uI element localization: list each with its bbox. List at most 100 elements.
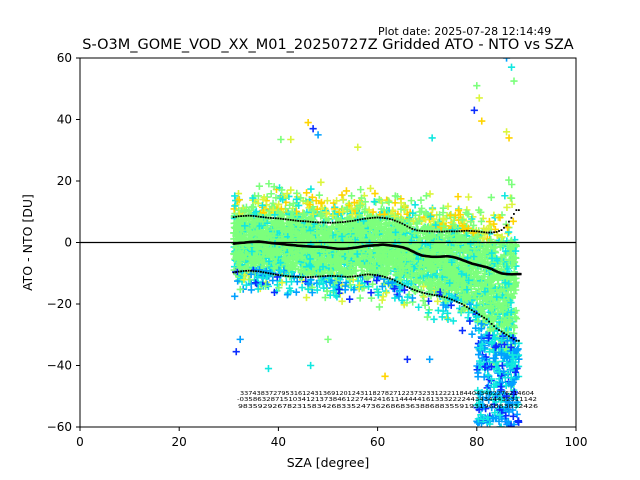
scatter-point	[419, 297, 427, 305]
series-point	[386, 243, 389, 247]
series-point	[459, 258, 463, 261]
series-point	[391, 244, 394, 247]
scatter-point	[463, 247, 472, 256]
scatter-point	[415, 235, 423, 243]
scatter-point	[281, 270, 289, 278]
scatter-point	[378, 296, 386, 304]
scatter-point	[469, 229, 477, 237]
scatter-point	[488, 289, 496, 298]
scatter-point	[424, 309, 433, 317]
scatter-point	[287, 287, 295, 295]
series-point	[452, 255, 455, 259]
scatter-point	[476, 390, 484, 399]
scatter-point	[496, 214, 504, 222]
scatter-point	[342, 187, 351, 195]
scatter-point	[391, 199, 399, 207]
series-point	[400, 245, 403, 249]
series-point	[432, 255, 435, 259]
scatter-point	[502, 247, 510, 255]
series-point	[349, 247, 352, 250]
scatter-point	[280, 250, 288, 259]
scatter-point	[265, 180, 273, 188]
scatter-point	[382, 289, 391, 297]
scatter-point	[410, 257, 418, 265]
series-point	[421, 254, 424, 257]
scatter-point	[507, 285, 515, 293]
scatter-point	[231, 292, 239, 300]
scatter-point	[247, 286, 255, 294]
series-point	[260, 240, 263, 243]
scatter-point	[512, 278, 520, 286]
scatter-point	[276, 266, 284, 275]
scatter-point	[497, 316, 506, 324]
scatter-point	[480, 373, 488, 381]
scatter-point	[305, 279, 313, 287]
series-point	[339, 247, 342, 251]
scatter-point	[415, 217, 424, 225]
scatter-point	[270, 288, 279, 297]
scatter-point	[360, 227, 368, 235]
scatter-point	[462, 235, 470, 243]
scatter-point-outlier	[277, 135, 285, 144]
scatter-point	[484, 371, 492, 379]
scatter-point	[365, 249, 373, 257]
scatter-point	[484, 243, 492, 251]
series-point	[303, 244, 306, 248]
series-point	[483, 265, 486, 268]
scatter-point	[296, 234, 304, 242]
scatter-point	[399, 265, 408, 273]
scatter-point	[489, 271, 498, 279]
scatter-point	[477, 333, 485, 341]
scatter-point-outlier	[507, 63, 516, 71]
series-point	[353, 246, 356, 249]
series-point	[281, 242, 284, 246]
scatter-point	[327, 262, 335, 271]
scatter-point	[337, 222, 345, 230]
series-point	[317, 245, 320, 248]
scatter-point	[513, 364, 521, 373]
scatter-point	[338, 297, 346, 305]
scatter-point	[276, 258, 285, 267]
scatter-point	[306, 231, 314, 239]
scatter-point	[315, 191, 323, 199]
series-point	[467, 261, 470, 264]
series-point	[413, 251, 417, 254]
scatter-point	[373, 247, 381, 255]
scatter-point	[444, 265, 452, 273]
scatter-point	[488, 249, 496, 257]
scatter-point	[505, 256, 513, 264]
scatter-point	[366, 226, 374, 234]
scatter-point	[390, 285, 399, 293]
scatter-point	[254, 243, 262, 251]
scatter-point	[237, 232, 245, 241]
series-point	[338, 247, 341, 251]
scatter-point	[371, 189, 379, 198]
scatter-point	[470, 282, 479, 291]
scatter-point	[263, 223, 271, 232]
scatter-point	[255, 222, 264, 230]
scatter-point	[427, 292, 435, 300]
scatter-point	[504, 370, 512, 378]
scatter-point	[338, 191, 346, 199]
scatter-point	[408, 252, 417, 260]
scatter-point	[487, 303, 495, 311]
scatter-point	[474, 317, 482, 326]
scatter-point	[405, 216, 413, 224]
scatter-point	[509, 412, 517, 420]
scatter-point	[247, 270, 255, 278]
series-point	[289, 243, 293, 247]
series-point	[402, 246, 406, 249]
scatter-point	[315, 280, 324, 288]
series-point	[420, 253, 423, 257]
scatter-point	[444, 202, 452, 210]
scatter-point	[505, 176, 513, 184]
series-point	[319, 245, 322, 249]
scatter-point	[391, 294, 399, 302]
scatter-point	[361, 207, 369, 216]
series-point	[305, 245, 309, 248]
scatter-point	[333, 293, 341, 301]
scatter-point	[505, 313, 513, 321]
scatter-point	[283, 257, 291, 265]
scatter-point	[505, 280, 513, 288]
scatter-point	[325, 258, 333, 266]
